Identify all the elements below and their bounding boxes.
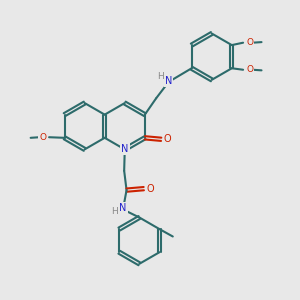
- Text: N: N: [121, 144, 128, 154]
- Text: H: H: [111, 207, 118, 216]
- Text: H: H: [157, 72, 164, 81]
- Text: N: N: [165, 76, 172, 86]
- Text: N: N: [119, 203, 127, 213]
- Text: O: O: [246, 38, 253, 47]
- Text: O: O: [164, 134, 172, 144]
- Text: O: O: [39, 133, 46, 142]
- Text: O: O: [246, 65, 253, 74]
- Text: O: O: [146, 184, 154, 194]
